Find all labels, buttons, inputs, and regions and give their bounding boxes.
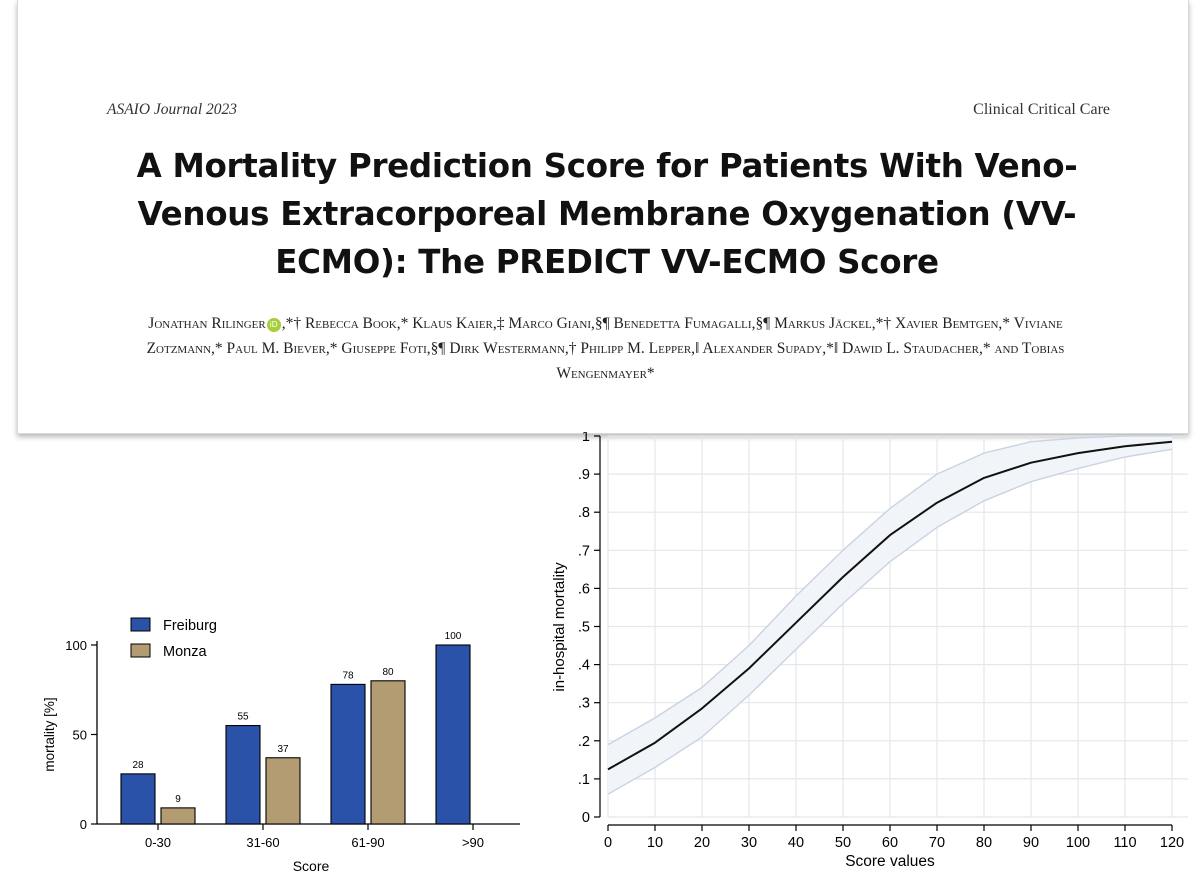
x-tick-label: 0-30 bbox=[145, 835, 171, 850]
y-tick-label: .8 bbox=[578, 505, 590, 521]
bar-monza bbox=[370, 680, 406, 825]
bar-value-label: 78 bbox=[342, 670, 354, 681]
bar-monza bbox=[265, 757, 301, 825]
y-tick-label: .2 bbox=[578, 734, 590, 750]
y-tick-label: 100 bbox=[65, 638, 87, 653]
x-tick-label: 10 bbox=[647, 835, 663, 851]
journal-name: ASAIO Journal 2023 bbox=[107, 101, 238, 118]
confidence-band bbox=[608, 436, 1172, 795]
y-tick-label: .7 bbox=[578, 543, 590, 559]
line-chart: 0.1.2.3.4.5.6.7.8.910 10 20 30 40 50 60 70 80 90 1… bbox=[551, 432, 1188, 870]
x-tick-label: 80 bbox=[976, 835, 992, 851]
y-tick-label: .1 bbox=[578, 772, 590, 788]
bar-freiburg bbox=[435, 644, 471, 825]
x-tick-label: 100 bbox=[1066, 835, 1090, 851]
bar-freiburg bbox=[330, 683, 366, 825]
bar-chart: 0 50 100 mortality [%] 0-30 28 9 31-60 55 37 61-90… bbox=[42, 617, 520, 874]
upper-ci-line bbox=[607, 435, 1172, 746]
y-tick-label: 50 bbox=[73, 728, 87, 743]
y-tick-label: .4 bbox=[578, 658, 590, 674]
orcid-icon[interactable]: iD bbox=[266, 318, 281, 332]
x-tick-label: 0 bbox=[604, 835, 612, 851]
bar-value-label: 100 bbox=[445, 631, 462, 642]
x-tick-label: 110 bbox=[1113, 835, 1136, 851]
first-author: Jonathan Rilinger bbox=[148, 315, 266, 332]
x-tick-label: 70 bbox=[929, 835, 945, 851]
y-tick-label: .5 bbox=[578, 620, 590, 636]
co-authors: ,*† Rebecca Book,* Klaus Kaier,‡ Marco G… bbox=[146, 315, 1065, 382]
bar-value-label: 80 bbox=[382, 667, 394, 678]
x-tick-label: 60 bbox=[882, 835, 898, 851]
legend-swatch-freiburg bbox=[130, 617, 151, 632]
bar-freiburg bbox=[120, 773, 156, 825]
y-axis-title: mortality [%] bbox=[42, 697, 57, 771]
bar-value-label: 9 bbox=[175, 794, 181, 805]
bar-value-label: 55 bbox=[237, 712, 249, 723]
bar-freiburg bbox=[225, 725, 261, 825]
legend-label-freiburg: Freiburg bbox=[163, 618, 217, 634]
x-tick-label: >90 bbox=[462, 835, 484, 850]
x-tick-label: 120 bbox=[1160, 835, 1184, 851]
author-list: Jonathan Rilinger iD ,*† Rebecca Book,* Kl… bbox=[113, 311, 1098, 386]
y-tick-label: .3 bbox=[578, 696, 590, 712]
x-tick-label: 61-90 bbox=[351, 835, 384, 850]
y-tick-label: 0 bbox=[582, 810, 590, 826]
y-tick-label: 0 bbox=[80, 817, 87, 832]
bar-monza bbox=[160, 807, 196, 825]
bar-value-label: 28 bbox=[132, 760, 144, 771]
legend-swatch-monza bbox=[130, 643, 151, 658]
section-label: Clinical Critical Care bbox=[973, 101, 1110, 118]
x-tick-label: 20 bbox=[694, 835, 710, 851]
x-tick-label: 50 bbox=[835, 835, 851, 851]
mortality-curve bbox=[607, 440, 1173, 771]
y-tick-label: .6 bbox=[578, 581, 590, 597]
x-tick-label: 30 bbox=[741, 835, 757, 851]
bar-value-label: 37 bbox=[277, 744, 289, 755]
y-tick-label: 1 bbox=[582, 432, 590, 445]
x-tick-label: 31-60 bbox=[246, 835, 279, 850]
x-tick-label: 90 bbox=[1023, 835, 1039, 851]
x-axis-title: Score values bbox=[845, 853, 935, 870]
x-tick-label: 40 bbox=[788, 835, 804, 851]
y-tick-label: .9 bbox=[578, 467, 590, 483]
x-axis-title: Score bbox=[293, 858, 330, 874]
paper-title: A Mortality Prediction Score for Patient… bbox=[136, 147, 1078, 281]
legend-label-monza: Monza bbox=[163, 644, 207, 660]
y-axis-title: in-hospital mortality bbox=[551, 562, 568, 692]
paper-header: ASAIO Journal 2023 Clinical Critical Car… bbox=[17, 0, 1189, 434]
lower-ci-line bbox=[607, 448, 1173, 795]
